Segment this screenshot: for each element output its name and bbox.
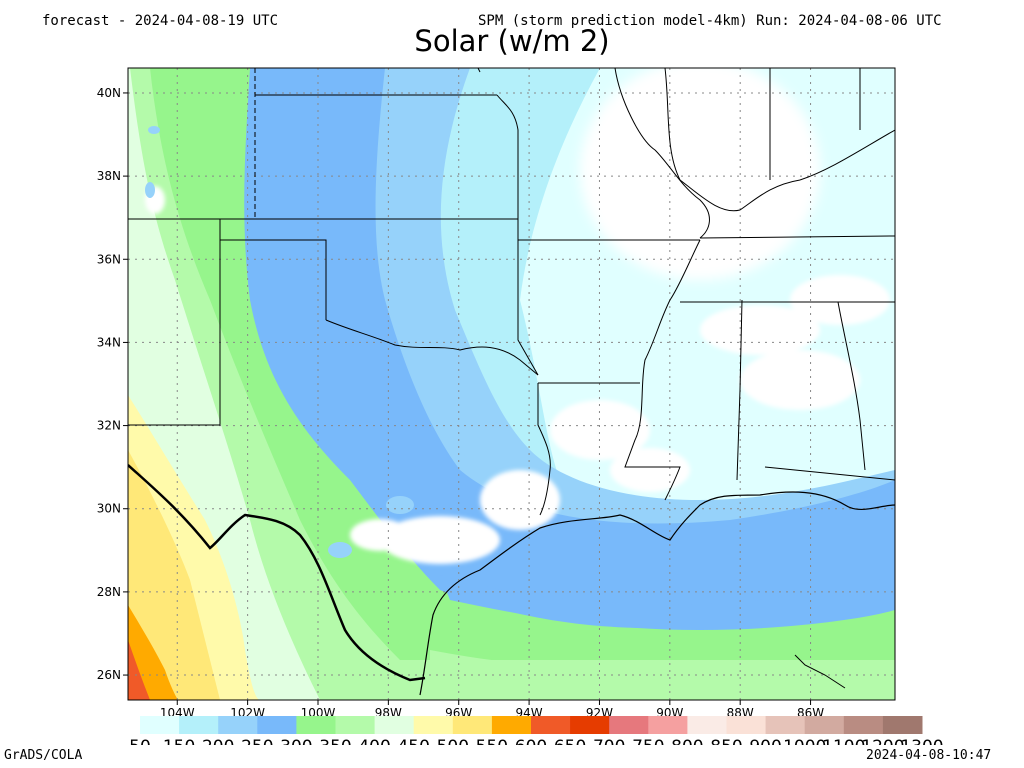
plot-frame: [127, 67, 896, 701]
colorbar-label: 500: [437, 737, 469, 745]
colorbar-label: 1000: [783, 737, 826, 745]
lake-outline: [794, 654, 846, 689]
colorbar-swatch: [804, 716, 845, 734]
colorbar-swatch: [374, 716, 415, 734]
colorbar: 50 150 200 250 300 350 400 450 500 550 600 650 700 75…: [129, 716, 944, 745]
lat-tick-label: 34N: [97, 335, 121, 349]
colorbar-swatch: [843, 716, 884, 734]
us-mexico-border: [128, 464, 426, 682]
colorbar-label: 450: [397, 737, 429, 745]
colorbar-swatch: [179, 716, 219, 734]
colorbar-label: 400: [358, 737, 390, 745]
state-borders: [128, 68, 895, 516]
map-title: Solar (w/m 2): [414, 24, 610, 58]
lat-tick-label: 38N: [97, 169, 121, 183]
colorbar-label: 150: [163, 737, 195, 745]
colorbar-swatch: [609, 716, 649, 734]
colorbar-swatch: [687, 716, 727, 734]
colorbar-label: 300: [280, 737, 312, 745]
lat-tick-label: 26N: [97, 668, 121, 682]
colorbar-swatch: [452, 716, 493, 734]
latitude-axis: 40N 38N 36N 34N 32N 30N 28N 26N: [97, 86, 128, 682]
colorbar-label: 250: [241, 737, 273, 745]
lat-tick-label: 32N: [97, 419, 121, 433]
colorbar-label: 1200: [861, 737, 904, 745]
forecast-time-header: forecast - 2024-04-08-19 UTC: [42, 13, 279, 29]
lat-tick-label: 28N: [97, 585, 121, 599]
colorbar-swatch: [570, 716, 610, 734]
colorbar-swatch: [218, 716, 258, 734]
lat-tick-label: 40N: [97, 86, 121, 100]
model-run-header: SPM (storm prediction model-4km) Run: 20…: [478, 13, 942, 29]
colorbar-label: 850: [710, 737, 742, 745]
colorbar-label: 550: [476, 737, 508, 745]
colorbar-label: 800: [671, 737, 703, 745]
solar-field: [128, 68, 895, 700]
colorbar-swatch: [726, 716, 767, 734]
colorbar-swatch: [491, 716, 532, 734]
colorbar-swatch: [296, 716, 336, 734]
colorbar-label: 650: [554, 737, 586, 745]
colorbar-label: 1300: [900, 737, 943, 745]
colorbar-label: 900: [749, 737, 781, 745]
colorbar-swatch: [335, 716, 376, 734]
colorbar-swatch: [765, 716, 806, 734]
gulf-coastline: [419, 491, 895, 696]
generated-timestamp: 2024-04-08-10:47: [866, 748, 992, 763]
lat-tick-label: 30N: [97, 502, 121, 516]
colorbar-swatch: [648, 716, 688, 734]
colorbar-swatch: [257, 716, 297, 734]
lat-tick-label: 36N: [97, 252, 121, 266]
colorbar-swatch: [140, 716, 180, 734]
colorbar-label: 350: [319, 737, 351, 745]
colorbar-label: 200: [202, 737, 234, 745]
colorbar-label: 750: [632, 737, 664, 745]
colorbar-label: 700: [593, 737, 625, 745]
colorbar-swatch: [413, 716, 454, 734]
software-credit: GrADS/COLA: [4, 748, 83, 763]
colorbar-label: 50: [129, 737, 151, 745]
colorbar-label: 600: [515, 737, 547, 745]
colorbar-swatch: [531, 716, 571, 734]
colorbar-label: 1100: [822, 737, 865, 745]
colorbar-swatch: [882, 716, 923, 734]
